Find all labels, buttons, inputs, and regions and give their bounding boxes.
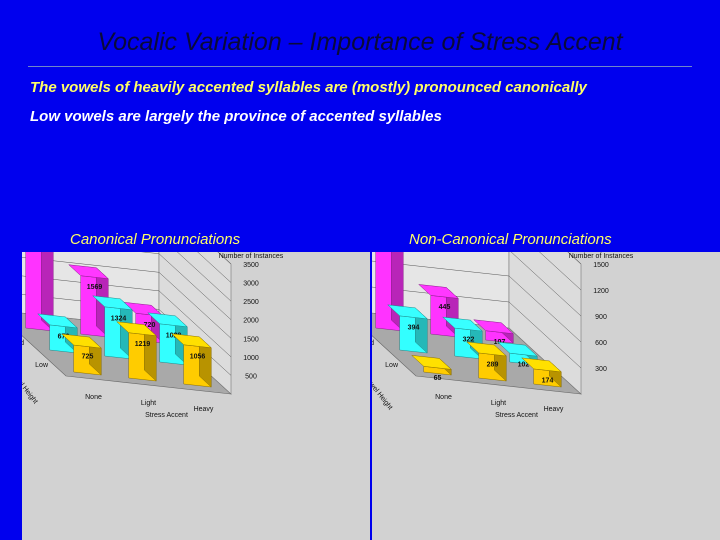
series-label: Low: [385, 362, 399, 369]
bar-top: [521, 357, 562, 373]
z-axis-label: Number of Instances: [569, 253, 634, 260]
bullet-canonical-stress: The vowels of heavily accented syllables…: [30, 79, 587, 96]
tick-label: 600: [595, 340, 607, 347]
bar-top: [418, 284, 459, 299]
x-axis-label: Stress Accent: [145, 412, 188, 419]
data-label: 394: [408, 324, 420, 331]
bar-top: [473, 319, 514, 335]
bar-top: [68, 264, 109, 280]
series-label: Mid: [22, 340, 24, 347]
bullet-low-vowels: Low vowels are largely the province of a…: [30, 108, 442, 125]
bar-top: [497, 341, 538, 357]
gridline: [539, 252, 582, 291]
bar-top: [442, 316, 483, 332]
tick-label: 2500: [243, 299, 259, 306]
bar-top: [466, 341, 507, 357]
tick-label: 1500: [243, 336, 259, 343]
left-chart-subtitle: Canonical Pronunciations: [70, 231, 241, 248]
gridline: [510, 252, 582, 317]
tick-label: 500: [245, 373, 257, 380]
data-label: 676: [58, 333, 70, 340]
category-label: Light: [141, 400, 156, 407]
data-label: 1324: [111, 315, 127, 322]
data-label: 445: [439, 304, 451, 311]
noncanonical-3d-bar-chart: 300 600 900 1200 1500 Number of Instances Stre…: [372, 252, 634, 419]
series-label: Low: [35, 362, 49, 369]
bar-side: [41, 252, 54, 332]
data-label: 1028: [166, 332, 182, 339]
tick-label: 3000: [243, 281, 259, 288]
series-label: Mid: [372, 340, 374, 347]
category-label: Light: [491, 400, 506, 407]
canonical-3d-bar-chart: 500 1000 1500 2000 2500 3000 3500 Number of Ins…: [22, 252, 284, 419]
z-axis-label: Number of Instances: [219, 253, 284, 260]
tick-label: 1500: [593, 262, 609, 269]
category-label: Heavy: [544, 406, 564, 413]
x-axis-label: Stress Accent: [495, 412, 538, 419]
data-label: 1056: [190, 353, 206, 360]
right-chart-subtitle: Non-Canonical Pronunciations: [409, 231, 612, 248]
gridline: [177, 252, 232, 302]
data-label: 289: [487, 361, 499, 368]
canonical-chart-panel: 500 1000 1500 2000 2500 3000 3500 Number of Ins…: [22, 252, 370, 540]
gridline: [197, 252, 232, 283]
tick-label: 300: [595, 366, 607, 373]
tick-label: 1000: [243, 355, 259, 362]
data-label: 102: [518, 362, 530, 369]
data-label: 65: [434, 375, 442, 382]
tick-label: 3500: [243, 262, 259, 269]
bar-top: [116, 321, 157, 337]
tick-label: 1200: [593, 288, 609, 295]
title-underline: [28, 66, 692, 67]
tick-label: 900: [595, 314, 607, 321]
data-label: 174: [542, 377, 554, 384]
category-label: None: [435, 394, 452, 401]
data-label: 725: [82, 354, 94, 361]
y-axis-label: Canonical Vowel Height: [22, 343, 39, 406]
bar-top: [387, 304, 428, 320]
category-label: None: [85, 394, 102, 401]
data-label: 1219: [135, 341, 151, 348]
bar-top: [61, 333, 102, 349]
noncanonical-chart-panel: 300 600 900 1200 1500 Number of Instances Stre…: [372, 252, 720, 540]
data-label: 1569: [87, 284, 103, 291]
category-label: Heavy: [194, 406, 214, 413]
data-label: 322: [463, 337, 475, 344]
tick-label: 2000: [243, 318, 259, 325]
bar-top: [92, 295, 133, 311]
data-label: 720: [144, 322, 156, 329]
bar-top: [171, 333, 212, 349]
bar-top: [147, 312, 188, 328]
bar-top: [37, 313, 78, 329]
gridline: [140, 252, 232, 320]
chart-side-wall: [508, 252, 582, 395]
slide-title: Vocalic Variation – Importance of Stress…: [97, 28, 623, 56]
bar-top: [411, 355, 452, 370]
